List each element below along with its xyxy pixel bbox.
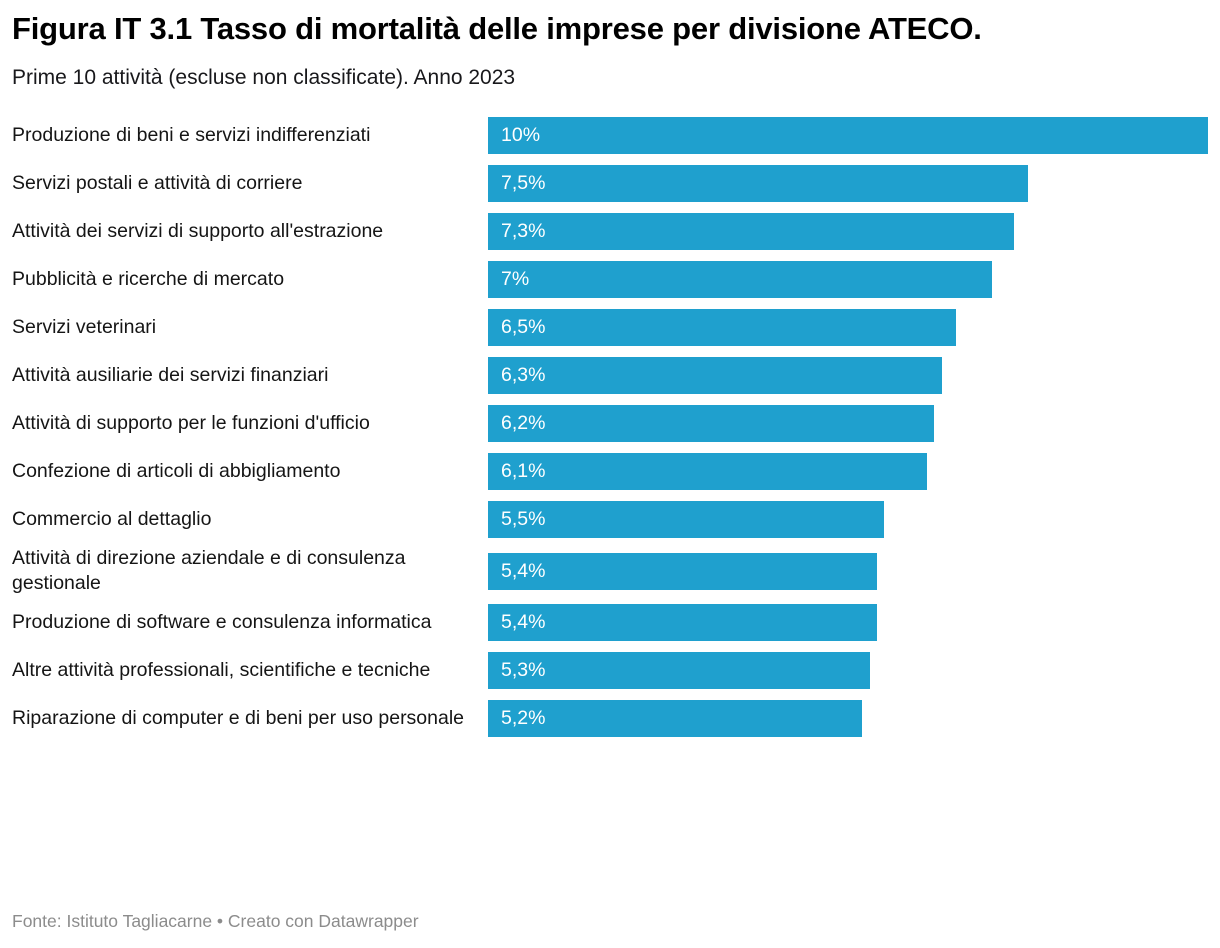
chart-row: Produzione di software e consulenza info… (12, 599, 1208, 647)
bar-track: 6,5% (488, 309, 1208, 347)
category-label: Produzione di software e consulenza info… (12, 610, 432, 633)
bar-track: 7% (488, 261, 1208, 299)
bar: 7,3% (488, 213, 1014, 251)
category-label: Servizi postali e attività di corriere (12, 172, 303, 195)
category-label: Confezione di articoli di abbigliamento (12, 460, 341, 483)
bar: 7,5% (488, 165, 1028, 203)
bar-value-label: 10% (501, 124, 541, 147)
bar-value-label: 5,3% (501, 659, 546, 681)
category-label: Attività di direzione aziendale e di con… (12, 546, 406, 595)
bar: 7% (488, 261, 992, 299)
bar-value-label: 6,3% (501, 364, 546, 387)
chart-row: Attività di supporto per le funzioni d'u… (12, 400, 1208, 448)
bar-track: 5,4% (488, 604, 1208, 641)
bar-track: 6,2% (488, 405, 1208, 443)
chart-subtitle: Prime 10 attività (escluse non classific… (12, 65, 516, 89)
chart-row: Attività di direzione aziendale e di con… (12, 544, 1208, 599)
bar: 6,1% (488, 453, 928, 491)
category-label: Attività dei servizi di supporto all'est… (12, 220, 384, 243)
bar: 10% (488, 117, 1208, 155)
category-label: Attività ausiliarie dei servizi finanzia… (12, 364, 329, 387)
chart-row: Pubblicità e ricerche di mercato 7% (12, 256, 1208, 304)
bar-track: 6,3% (488, 357, 1208, 395)
bar: 5,4% (488, 604, 877, 641)
bar-value-label: 6,5% (501, 316, 546, 339)
bar-value-label: 5,4% (501, 611, 546, 633)
bar: 6,5% (488, 309, 956, 347)
bar-value-label: 7,3% (501, 220, 546, 243)
chart-title: Figura IT 3.1 Tasso di mortalità delle i… (12, 11, 982, 46)
bar: 5,3% (488, 652, 870, 689)
bar: 5,5% (488, 501, 884, 539)
chart-row: Servizi veterinari 6,5% (12, 304, 1208, 352)
bar-track: 7,5% (488, 165, 1208, 203)
bar: 5,4% (488, 552, 877, 590)
bar: 6,2% (488, 405, 935, 443)
category-label: Commercio al dettaglio (12, 508, 212, 531)
bar: 5,2% (488, 700, 863, 737)
chart-row: Servizi postali e attività di corriere 7… (12, 160, 1208, 208)
category-label: Pubblicità e ricerche di mercato (12, 268, 285, 291)
bar-track: 5,2% (488, 700, 1208, 737)
chart-source: Fonte: Istituto Tagliacarne • Creato con… (12, 911, 419, 931)
chart-row: Commercio al dettaglio 5,5% (12, 496, 1208, 544)
chart-row: Altre attività professionali, scientific… (12, 647, 1208, 695)
bar-value-label: 7,5% (501, 172, 546, 195)
bar-track: 5,5% (488, 501, 1208, 539)
bar-value-label: 5,2% (501, 707, 546, 729)
category-label: Riparazione di computer e di beni per us… (12, 706, 465, 729)
category-label: Altre attività professionali, scientific… (12, 658, 431, 681)
bar-chart: Produzione di beni e servizi indifferenz… (12, 112, 1208, 897)
bar-track: 5,3% (488, 652, 1208, 689)
bar-track: 5,4% (488, 552, 1208, 590)
bar-track: 6,1% (488, 453, 1208, 491)
bar-track: 10% (488, 117, 1208, 155)
category-label: Attività di supporto per le funzioni d'u… (12, 412, 370, 435)
category-label: Servizi veterinari (12, 316, 157, 339)
chart-row: Confezione di articoli di abbigliamento … (12, 448, 1208, 496)
chart-row: Attività dei servizi di supporto all'est… (12, 208, 1208, 256)
category-label: Produzione di beni e servizi indifferenz… (12, 124, 371, 147)
bar-value-label: 7% (501, 268, 530, 291)
bar-value-label: 6,2% (501, 412, 546, 435)
bar-value-label: 6,1% (501, 460, 546, 483)
chart-row: Produzione di beni e servizi indifferenz… (12, 112, 1208, 160)
chart-row: Riparazione di computer e di beni per us… (12, 695, 1208, 743)
bar: 6,3% (488, 357, 942, 395)
bar-value-label: 5,4% (501, 559, 546, 582)
bar-value-label: 5,5% (501, 508, 546, 531)
bar-track: 7,3% (488, 213, 1208, 251)
chart-row: Attività ausiliarie dei servizi finanzia… (12, 352, 1208, 400)
